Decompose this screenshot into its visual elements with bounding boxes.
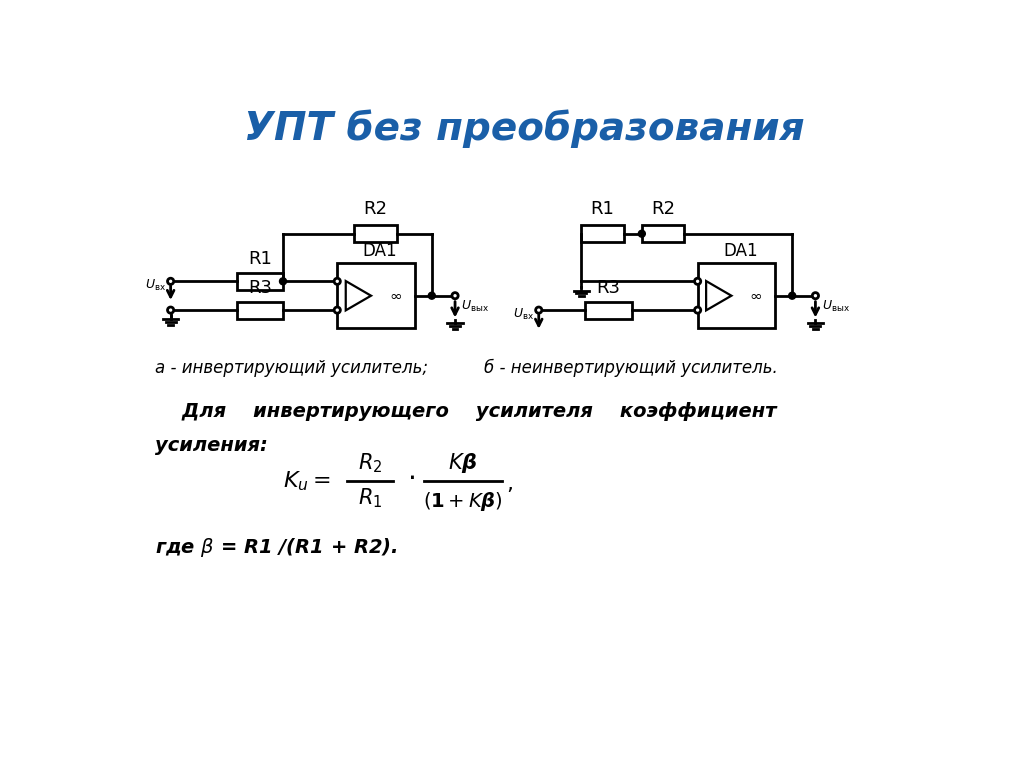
- Text: R3: R3: [597, 279, 621, 297]
- Circle shape: [428, 292, 435, 299]
- Bar: [337, 263, 415, 328]
- Text: усиления:: усиления:: [155, 436, 268, 456]
- Text: $R_2$: $R_2$: [357, 452, 382, 475]
- Text: УПТ без преобразования: УПТ без преобразования: [245, 109, 805, 147]
- Text: ,: ,: [506, 474, 513, 494]
- Text: б - неинвертирующий усилитель.: б - неинвертирующий усилитель.: [484, 359, 778, 377]
- Text: DA1: DA1: [723, 242, 758, 260]
- Text: $\infty$: $\infty$: [389, 288, 401, 303]
- Circle shape: [694, 307, 700, 313]
- Circle shape: [536, 307, 542, 313]
- Circle shape: [334, 307, 340, 313]
- Circle shape: [638, 230, 645, 237]
- Text: R2: R2: [364, 199, 388, 218]
- Bar: [642, 225, 684, 242]
- Bar: [586, 301, 632, 318]
- Text: $(\mathbf{1} + K\boldsymbol{\beta})$: $(\mathbf{1} + K\boldsymbol{\beta})$: [423, 490, 503, 513]
- Text: DA1: DA1: [362, 242, 397, 260]
- Bar: [582, 225, 624, 242]
- Text: $K\boldsymbol{\beta}$: $K\boldsymbol{\beta}$: [449, 451, 477, 476]
- Bar: [697, 263, 775, 328]
- Polygon shape: [346, 281, 371, 311]
- Circle shape: [168, 307, 174, 313]
- Text: $U_{\rm вх}$: $U_{\rm вх}$: [513, 307, 535, 322]
- Bar: [354, 225, 397, 242]
- Polygon shape: [707, 281, 731, 311]
- Text: $U_{\rm вых}$: $U_{\rm вых}$: [461, 299, 489, 314]
- Circle shape: [694, 278, 700, 285]
- Text: R3: R3: [248, 279, 271, 297]
- Circle shape: [280, 278, 287, 285]
- Text: $U_{\rm вх}$: $U_{\rm вх}$: [144, 278, 166, 294]
- Text: $U_{\rm вых}$: $U_{\rm вых}$: [821, 299, 850, 314]
- Text: R2: R2: [651, 199, 675, 218]
- Bar: [237, 301, 283, 318]
- Circle shape: [788, 292, 796, 299]
- Text: $\infty$: $\infty$: [750, 288, 762, 303]
- Circle shape: [168, 278, 174, 285]
- Text: $\cdot$: $\cdot$: [407, 464, 415, 492]
- Circle shape: [812, 293, 818, 299]
- Text: R1: R1: [591, 199, 614, 218]
- Text: $R_1$: $R_1$: [357, 487, 382, 510]
- Text: Для    инвертирующего    усилителя    коэффициент: Для инвертирующего усилителя коэффициент: [155, 402, 776, 420]
- Text: а - инвертирующий усилитель;: а - инвертирующий усилитель;: [155, 359, 428, 377]
- Bar: [237, 273, 283, 290]
- Text: $K_u =$: $K_u =$: [284, 469, 331, 492]
- Text: R1: R1: [248, 250, 271, 268]
- Circle shape: [452, 293, 458, 299]
- Text: где $\beta$ = R1 /(R1 + R2).: где $\beta$ = R1 /(R1 + R2).: [155, 536, 398, 559]
- Circle shape: [334, 278, 340, 285]
